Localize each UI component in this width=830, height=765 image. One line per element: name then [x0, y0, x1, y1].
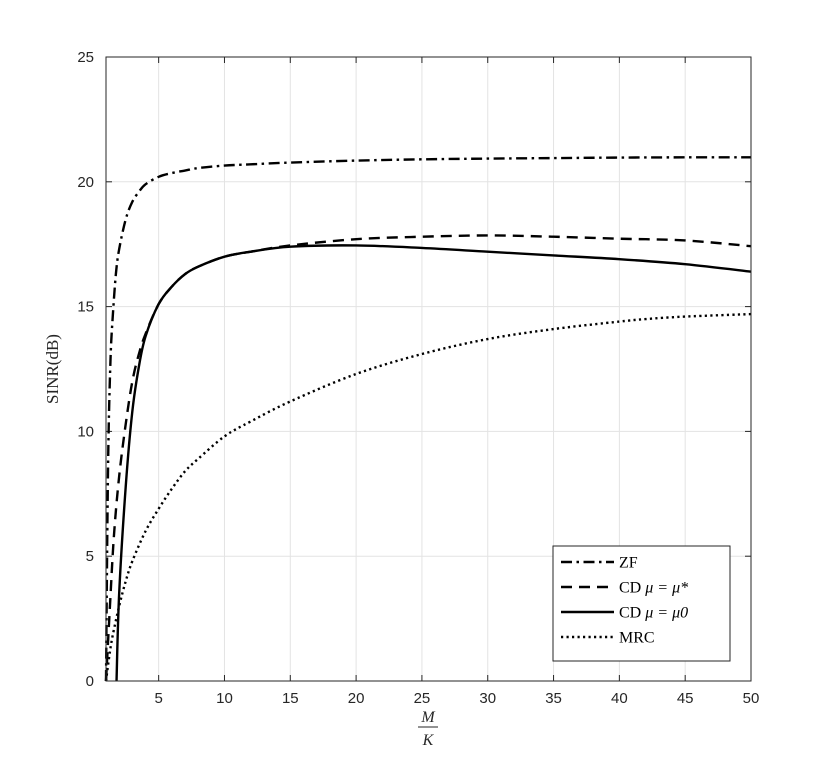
x-tick-label: 30 [479, 690, 496, 707]
y-tick-label: 5 [86, 548, 94, 565]
x-axis-label-denominator: K [422, 732, 435, 749]
legend-label-2: CD μ = μ* [619, 580, 688, 597]
x-tick-label: 50 [743, 690, 760, 707]
plot-frame [105, 56, 752, 682]
series-line-1 [104, 156, 752, 682]
y-tick-label: 15 [77, 299, 94, 316]
y-tick-label: 20 [77, 174, 94, 191]
legend-label-1: ZF [619, 555, 638, 572]
y-tick-label: 25 [77, 49, 94, 66]
legend-label-3: CD μ = μ0 [619, 605, 688, 622]
series-line-3 [115, 244, 752, 682]
x-tick-label: 35 [545, 690, 562, 707]
y-axis-label: SINR(dB) [43, 334, 62, 404]
series-line-4 [104, 312, 752, 682]
x-tick-label: 40 [611, 690, 628, 707]
y-tick-label: 0 [86, 673, 94, 690]
legend-label-4: MRC [619, 630, 655, 647]
legend: ZF CD μ = μ* CD μ = μ0 MRC [552, 545, 731, 662]
x-tick-label: 25 [414, 690, 431, 707]
tick-labels: 5 10 15 20 25 30 35 40 45 50 0 5 10 15 20 25 [77, 49, 759, 707]
x-tick-label: 10 [216, 690, 233, 707]
legend-box [552, 545, 731, 662]
x-tick-label: 15 [282, 690, 299, 707]
x-axis-label-numerator: M [420, 709, 436, 726]
x-tick-label: 45 [677, 690, 694, 707]
x-tick-label: 20 [348, 690, 365, 707]
x-axis-label: M K [418, 709, 438, 749]
y-tick-label: 10 [77, 423, 94, 440]
series-layer [104, 156, 752, 682]
x-tick-label: 5 [154, 690, 162, 707]
